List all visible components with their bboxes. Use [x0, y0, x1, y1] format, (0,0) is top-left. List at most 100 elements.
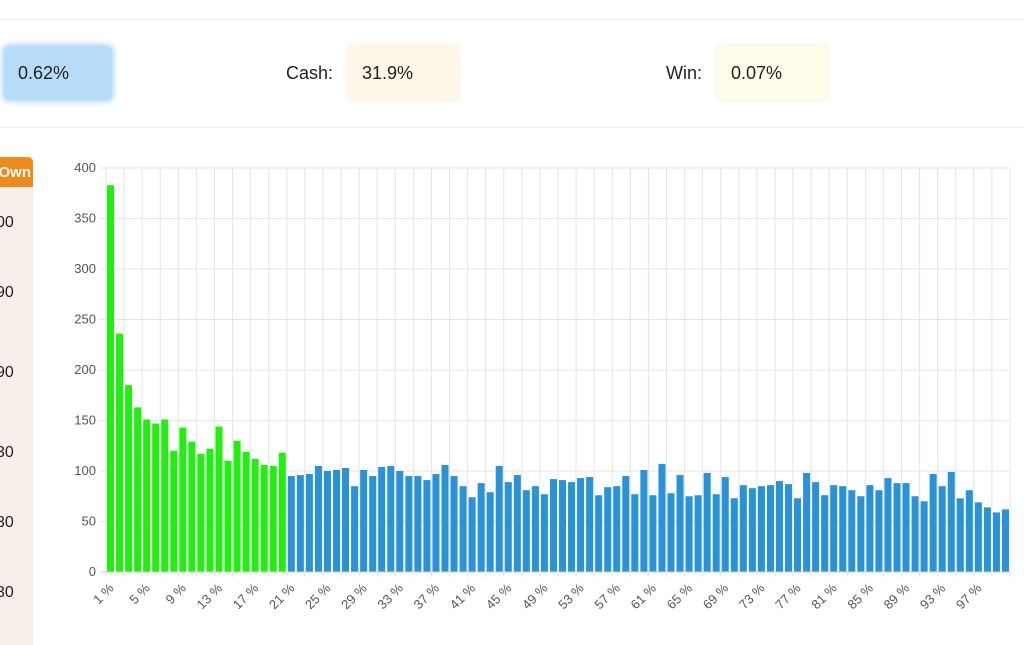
bar[interactable]: [396, 471, 404, 572]
bar[interactable]: [559, 480, 567, 572]
bar[interactable]: [631, 494, 639, 572]
bar[interactable]: [342, 467, 350, 572]
bar[interactable]: [188, 441, 196, 572]
bar[interactable]: [992, 512, 1000, 572]
bar[interactable]: [794, 498, 802, 572]
bar[interactable]: [866, 485, 874, 572]
bar[interactable]: [387, 465, 395, 572]
bar[interactable]: [803, 473, 811, 572]
bar[interactable]: [459, 486, 467, 572]
bar[interactable]: [775, 481, 783, 572]
bar[interactable]: [486, 492, 494, 572]
bar[interactable]: [260, 464, 268, 572]
bar[interactable]: [586, 477, 594, 572]
bar[interactable]: [513, 475, 521, 572]
bar[interactable]: [179, 427, 187, 572]
bar[interactable]: [423, 480, 431, 572]
bar[interactable]: [369, 476, 377, 572]
bar[interactable]: [956, 498, 964, 572]
bar[interactable]: [450, 476, 458, 572]
bar[interactable]: [884, 478, 892, 572]
bar[interactable]: [739, 485, 747, 572]
bar[interactable]: [333, 469, 341, 572]
bar[interactable]: [703, 473, 711, 572]
bar[interactable]: [360, 469, 368, 572]
bar[interactable]: [215, 426, 223, 572]
bar[interactable]: [983, 507, 991, 572]
bar[interactable]: [694, 495, 702, 572]
bar[interactable]: [287, 476, 295, 572]
bar[interactable]: [378, 466, 386, 572]
bar[interactable]: [495, 465, 503, 572]
bar[interactable]: [477, 483, 485, 572]
bar[interactable]: [305, 474, 313, 572]
bar[interactable]: [414, 476, 422, 572]
bar[interactable]: [143, 419, 151, 572]
bar[interactable]: [965, 490, 973, 572]
bar[interactable]: [812, 482, 820, 572]
bar[interactable]: [224, 460, 232, 572]
bar[interactable]: [540, 494, 548, 572]
bar[interactable]: [839, 486, 847, 572]
bar[interactable]: [875, 490, 883, 572]
bar[interactable]: [522, 490, 530, 572]
bar[interactable]: [116, 333, 124, 572]
bar[interactable]: [134, 407, 142, 572]
bar[interactable]: [323, 471, 331, 572]
bar[interactable]: [233, 440, 241, 572]
bar[interactable]: [622, 476, 630, 572]
bar[interactable]: [170, 450, 178, 572]
bar[interactable]: [604, 487, 612, 572]
bar[interactable]: [712, 494, 720, 572]
bar[interactable]: [206, 448, 214, 572]
bar[interactable]: [893, 483, 901, 572]
bar[interactable]: [667, 493, 675, 572]
bar[interactable]: [549, 479, 557, 572]
bar[interactable]: [757, 486, 765, 572]
bar[interactable]: [748, 488, 756, 572]
bar[interactable]: [649, 495, 657, 572]
bar[interactable]: [432, 474, 440, 572]
bar[interactable]: [197, 453, 205, 572]
bar[interactable]: [468, 497, 476, 572]
bar[interactable]: [821, 495, 829, 572]
bar[interactable]: [848, 490, 856, 572]
bar[interactable]: [152, 423, 160, 572]
bar[interactable]: [785, 484, 793, 572]
bar[interactable]: [568, 482, 576, 572]
bar[interactable]: [161, 419, 169, 572]
bar[interactable]: [577, 478, 585, 572]
bar[interactable]: [269, 465, 277, 572]
own-column-header[interactable]: Own: [0, 157, 33, 187]
bar[interactable]: [405, 476, 413, 572]
bar[interactable]: [947, 472, 955, 572]
bar[interactable]: [351, 486, 359, 572]
bar[interactable]: [1001, 509, 1009, 572]
bar[interactable]: [685, 496, 693, 572]
bar[interactable]: [902, 483, 910, 572]
bar[interactable]: [441, 464, 449, 572]
bar[interactable]: [640, 469, 648, 572]
bar[interactable]: [938, 486, 946, 572]
bar[interactable]: [296, 475, 304, 572]
bar[interactable]: [857, 496, 865, 572]
bar[interactable]: [974, 502, 982, 572]
bar[interactable]: [251, 458, 259, 572]
bar[interactable]: [730, 498, 738, 572]
bar[interactable]: [278, 452, 286, 572]
bar[interactable]: [911, 496, 919, 572]
bar[interactable]: [531, 486, 539, 572]
bar[interactable]: [107, 185, 115, 573]
bar[interactable]: [766, 485, 774, 572]
bar[interactable]: [929, 474, 937, 572]
bar[interactable]: [314, 465, 322, 572]
bar[interactable]: [125, 385, 133, 572]
bar[interactable]: [721, 477, 729, 572]
bar[interactable]: [920, 501, 928, 572]
bar[interactable]: [830, 485, 838, 572]
bar[interactable]: [242, 451, 250, 572]
bar[interactable]: [595, 495, 603, 572]
bar[interactable]: [658, 463, 666, 572]
bar[interactable]: [676, 475, 684, 572]
bar[interactable]: [613, 486, 621, 572]
